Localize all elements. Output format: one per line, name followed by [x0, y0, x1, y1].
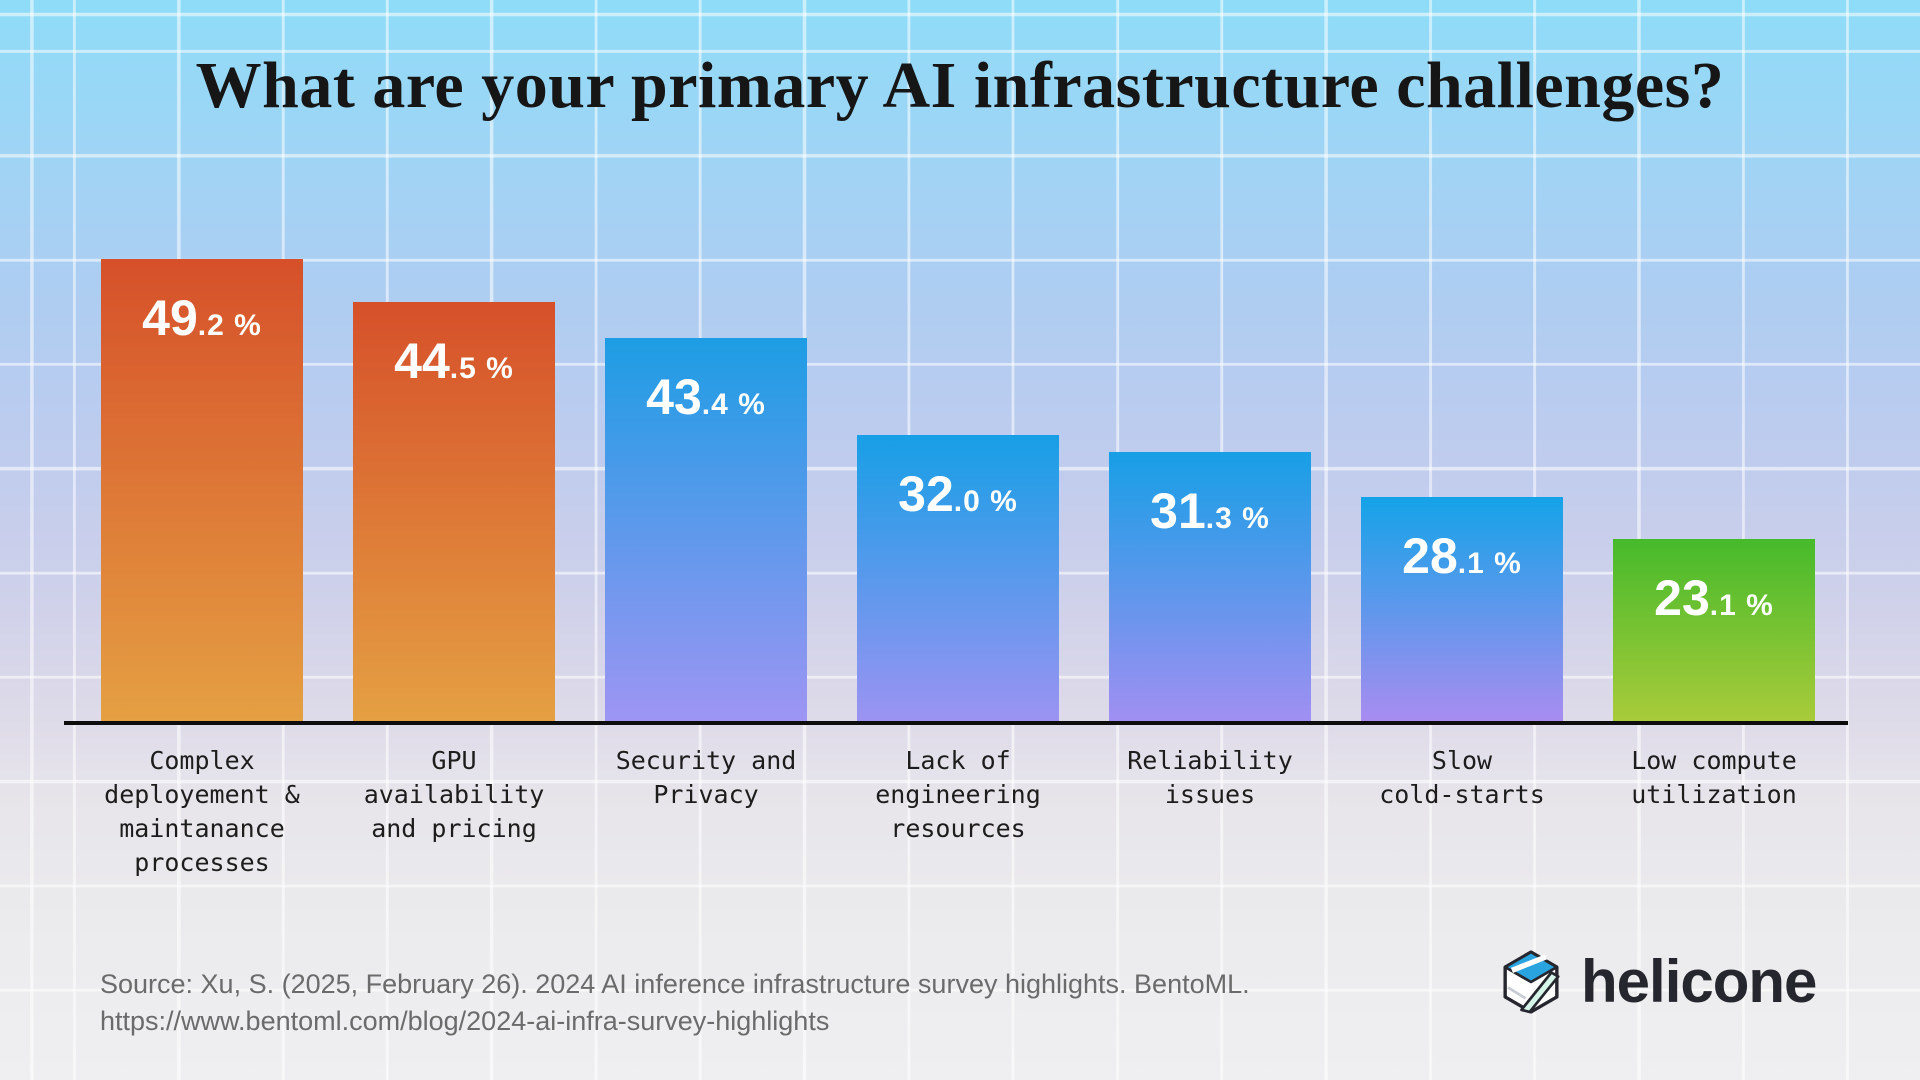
bar: 28.1 % — [1361, 497, 1563, 722]
bar: 31.3 % — [1109, 452, 1311, 722]
brand-lockup: helicone — [1497, 948, 1817, 1016]
bar-value-label: 49.2 % — [142, 290, 262, 346]
chart-title: What are your primary AI infrastructure … — [195, 49, 1725, 122]
bar-value-label: 23.1 % — [1654, 570, 1774, 626]
bar-value-label: 44.5 % — [394, 333, 514, 389]
helicone-cube-icon — [1503, 950, 1560, 1014]
bar-value-label: 31.3 % — [1150, 483, 1270, 539]
category-label: Lack of engineering resources — [875, 746, 1041, 843]
category-label: Slow cold-starts — [1379, 746, 1545, 809]
bar-value-label: 32.0 % — [898, 466, 1018, 522]
bar-value-label: 28.1 % — [1402, 528, 1522, 584]
source-citation: Source: Xu, S. (2025, February 26). 2024… — [100, 966, 1250, 1040]
bar: 32.0 % — [857, 435, 1059, 722]
bar: 49.2 % — [101, 259, 303, 722]
category-label: Reliability issues — [1127, 746, 1293, 809]
x-axis-line — [64, 721, 1848, 725]
source-line-2: https://www.bentoml.com/blog/2024-ai-inf… — [100, 1006, 830, 1036]
brand-name: helicone — [1581, 948, 1817, 1015]
category-label: Low compute utilization — [1631, 746, 1797, 809]
bar: 44.5 % — [353, 302, 555, 722]
category-label: Complex deployement & maintanance proces… — [104, 746, 300, 877]
category-label: Security and Privacy — [615, 746, 797, 809]
source-line-1: Source: Xu, S. (2025, February 26). 2024… — [100, 969, 1250, 999]
bar-value-label: 43.4 % — [646, 369, 766, 425]
bar: 43.4 % — [605, 338, 807, 722]
bar: 23.1 % — [1613, 539, 1815, 722]
category-label: GPU availability and pricing — [363, 746, 545, 843]
